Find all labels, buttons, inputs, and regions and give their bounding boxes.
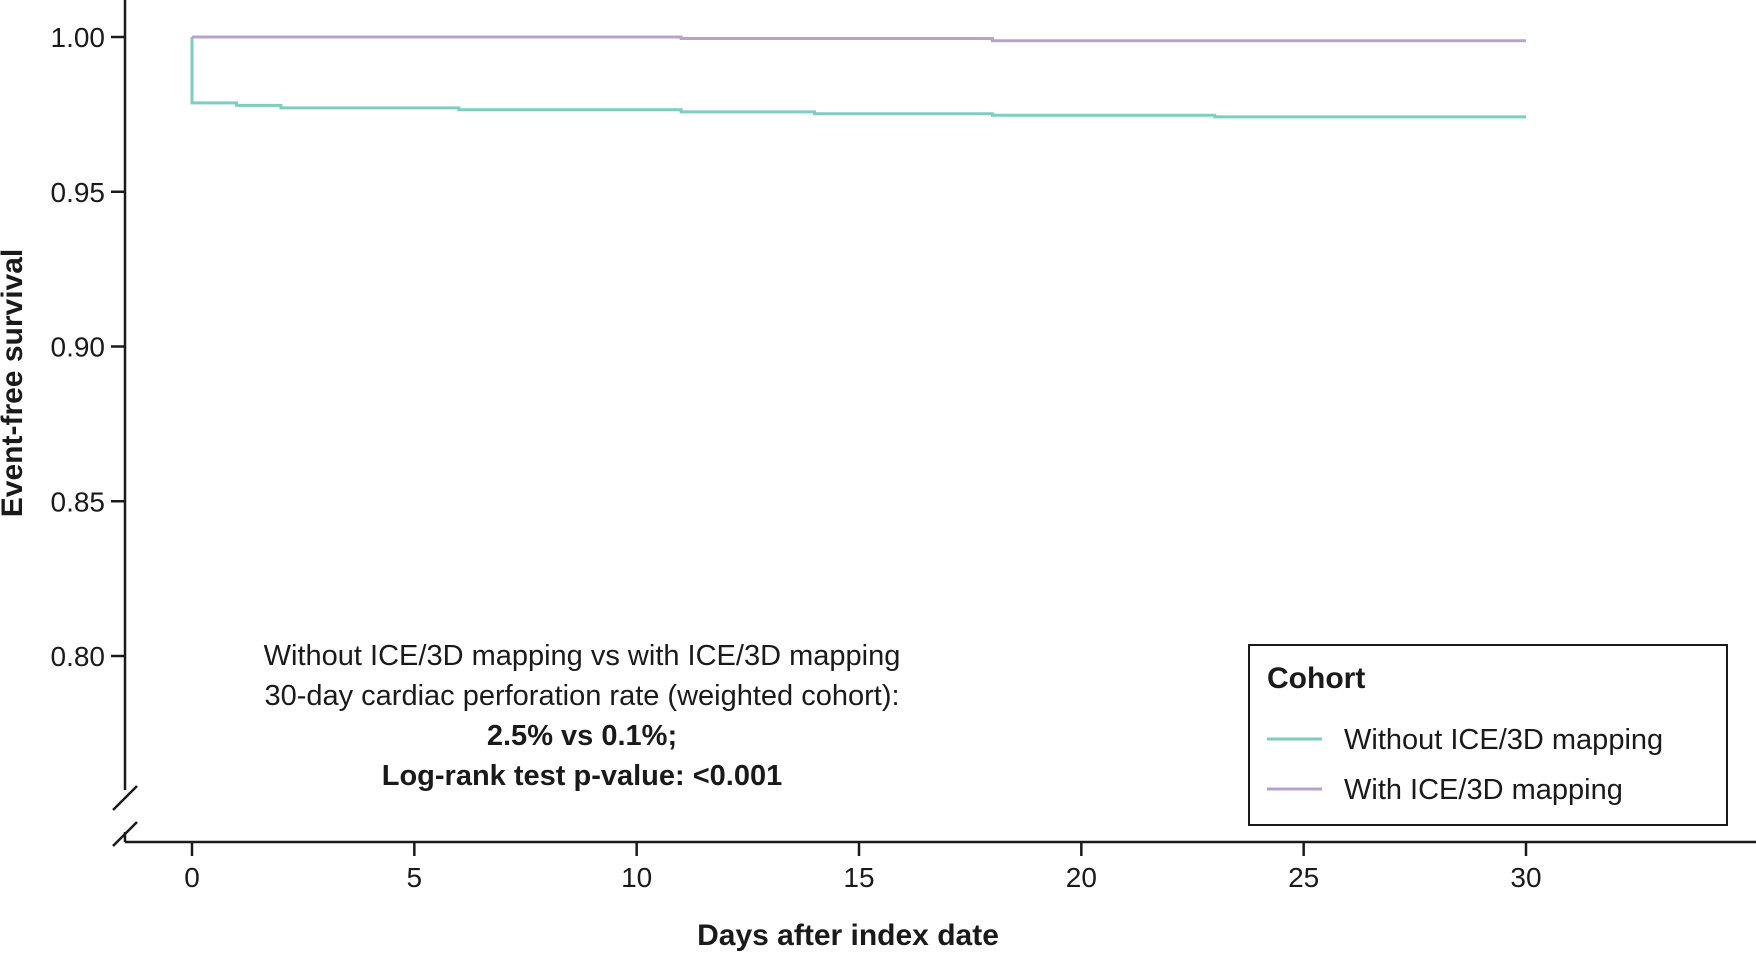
annotation-line-comparison: Without ICE/3D mapping vs with ICE/3D ma… [264, 640, 901, 672]
legend-title: Cohort [1267, 662, 1365, 695]
x-tick-label: 0 [184, 862, 200, 893]
annotation-line-pvalue: Log-rank test p-value: <0.001 [382, 760, 783, 792]
annotation-line-rate-label: 30-day cardiac perforation rate (weighte… [264, 680, 899, 712]
x-tick-label: 20 [1066, 862, 1097, 893]
y-tick-label: 0.85 [51, 486, 106, 517]
series-line-with-ice [192, 35, 1526, 43]
y-tick-label: 0.90 [51, 332, 106, 363]
x-tick-label: 5 [407, 862, 423, 893]
axes [112, 0, 1756, 847]
y-tick-label: 0.95 [51, 177, 106, 208]
legend-label-with-ice: With ICE/3D mapping [1344, 774, 1623, 806]
y-ticks: 0.80 0.85 0.90 0.95 1.00 [51, 22, 125, 672]
y-axis-title: Event-free survival [0, 249, 29, 517]
legend: Cohort Without ICE/3D mapping With ICE/3… [1248, 644, 1728, 826]
annotation-text-block: Without ICE/3D mapping vs with ICE/3D ma… [264, 640, 901, 792]
annotation-line-rates: 2.5% vs 0.1%; [487, 720, 677, 752]
x-tick-label: 10 [621, 862, 652, 893]
x-ticks: 0 5 10 15 20 25 30 [184, 842, 1542, 893]
x-tick-label: 30 [1510, 862, 1541, 893]
x-tick-label: 25 [1288, 862, 1319, 893]
legend-label-without-ice: Without ICE/3D mapping [1344, 724, 1663, 756]
legend-box [1248, 644, 1728, 826]
series-line-without-ice [190, 37, 1526, 119]
series-layer [190, 35, 1526, 119]
axis-break-mark [112, 821, 138, 847]
y-tick-label: 1.00 [51, 22, 106, 53]
axis-break-mark [112, 785, 138, 811]
x-axis-title: Days after index date [697, 919, 999, 952]
y-tick-label: 0.80 [51, 641, 106, 672]
x-tick-label: 15 [843, 862, 874, 893]
